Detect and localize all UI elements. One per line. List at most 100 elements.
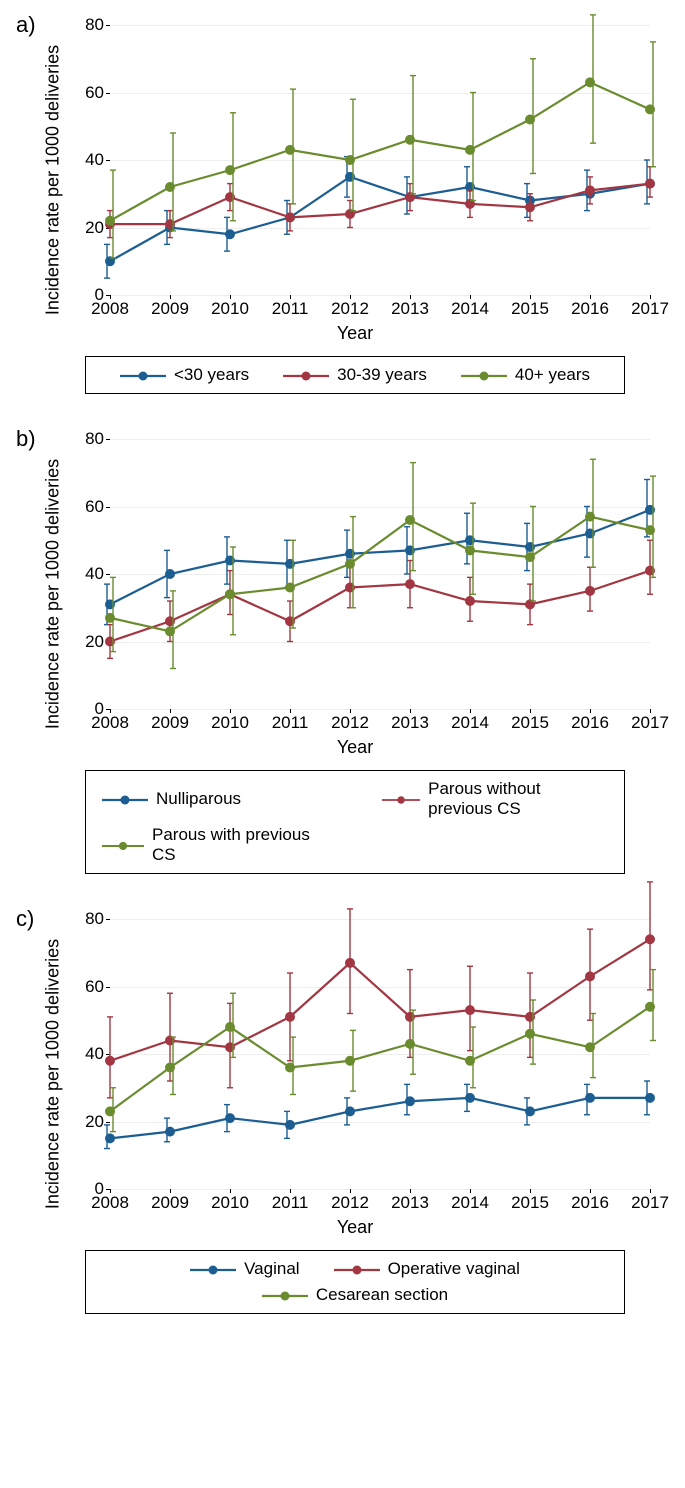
legend-label: Operative vaginal [388, 1259, 520, 1279]
marker [226, 590, 235, 599]
legend-marker [190, 1262, 236, 1276]
legend-label: <30 years [174, 365, 249, 385]
ytick-label: 80 [85, 15, 104, 35]
marker [106, 613, 115, 622]
marker [526, 203, 535, 212]
legend-item: Operative vaginal [334, 1259, 520, 1279]
marker [586, 186, 595, 195]
marker [406, 580, 415, 589]
marker [166, 1063, 175, 1072]
ytick-label: 40 [85, 564, 104, 584]
marker [646, 179, 655, 188]
xtick-label: 2009 [151, 1193, 189, 1213]
marker [226, 166, 235, 175]
series-line [110, 82, 650, 220]
chart-panel: b) 02040608020082009201020112012201320142… [10, 424, 675, 874]
series-line [110, 510, 650, 605]
marker [466, 1056, 475, 1065]
marker [286, 583, 295, 592]
legend: VaginalOperative vaginalCesarean section [85, 1250, 625, 1314]
marker [286, 1120, 295, 1129]
ytick-label: 20 [85, 632, 104, 652]
legend-label: Nulliparous [156, 789, 241, 809]
series-svg [110, 919, 650, 1189]
ytick-label: 20 [85, 1112, 104, 1132]
marker [226, 230, 235, 239]
marker [526, 1107, 535, 1116]
legend-item: 30-39 years [283, 365, 427, 385]
marker [646, 1002, 655, 1011]
y-axis-label: Incidence rate per 1000 deliveries [43, 939, 64, 1209]
legend-label: Parous without previous CS [428, 779, 602, 819]
marker [346, 1056, 355, 1065]
legend-item: <30 years [120, 365, 249, 385]
xtick-label: 2015 [511, 713, 549, 733]
y-axis-label: Incidence rate per 1000 deliveries [43, 459, 64, 729]
gridline [110, 709, 650, 710]
legend-marker [262, 1288, 308, 1302]
marker [286, 1063, 295, 1072]
marker [286, 213, 295, 222]
y-axis-label: Incidence rate per 1000 deliveries [43, 45, 64, 315]
legend-marker [102, 792, 148, 806]
marker [406, 1039, 415, 1048]
xtick-label: 2011 [272, 713, 309, 733]
xtick-label: 2010 [211, 299, 249, 319]
marker [586, 1093, 595, 1102]
marker [586, 586, 595, 595]
marker [106, 1107, 115, 1116]
marker [106, 1056, 115, 1065]
legend-marker [334, 1262, 380, 1276]
marker [466, 1093, 475, 1102]
legend-item: Parous without previous CS [382, 779, 602, 819]
marker [646, 526, 655, 535]
marker [106, 1134, 115, 1143]
plot-inner: 0204060802008200920102011201220132014201… [110, 439, 650, 709]
plot-inner: 0204060802008200920102011201220132014201… [110, 25, 650, 295]
plot-inner: 0204060802008200920102011201220132014201… [110, 919, 650, 1189]
legend-marker [461, 368, 507, 382]
xtick-label: 2012 [331, 299, 369, 319]
ytick-label: 80 [85, 909, 104, 929]
marker [346, 559, 355, 568]
chart-panel: a)02040608020082009201020112012201320142… [10, 10, 675, 394]
ytick-label: 80 [85, 429, 104, 449]
ytick-label: 60 [85, 497, 104, 517]
legend-marker [382, 792, 420, 806]
marker [466, 145, 475, 154]
marker [646, 1093, 655, 1102]
xtick-label: 2013 [391, 299, 429, 319]
marker [586, 1043, 595, 1052]
legend-label: 30-39 years [337, 365, 427, 385]
xtick-label: 2012 [331, 713, 369, 733]
marker [586, 972, 595, 981]
series-line [110, 1098, 650, 1139]
legend-label: Parous with previous CS [152, 825, 322, 865]
marker [466, 597, 475, 606]
plot-area: 0204060802008200920102011201220132014201… [35, 904, 675, 1244]
series-svg [110, 439, 650, 709]
marker [406, 135, 415, 144]
marker [586, 78, 595, 87]
xtick-label: 2016 [571, 1193, 609, 1213]
xtick-label: 2015 [511, 1193, 549, 1213]
legend-marker [283, 368, 329, 382]
plot-area: 0204060802008200920102011201220132014201… [35, 424, 675, 764]
marker [106, 216, 115, 225]
chart-panel: c)02040608020082009201020112012201320142… [10, 904, 675, 1314]
xtick-label: 2013 [391, 1193, 429, 1213]
marker [526, 553, 535, 562]
gridline [110, 295, 650, 296]
x-axis-label: Year [337, 737, 373, 758]
series-line [110, 517, 650, 632]
marker [286, 145, 295, 154]
legend-label: Cesarean section [316, 1285, 448, 1305]
gridline [110, 1189, 650, 1190]
marker [646, 105, 655, 114]
xtick-label: 2011 [272, 1193, 309, 1213]
xtick-label: 2017 [631, 1193, 669, 1213]
ytick-label: 60 [85, 83, 104, 103]
xtick-label: 2016 [571, 299, 609, 319]
panel-label: b) [16, 426, 36, 452]
marker [406, 516, 415, 525]
